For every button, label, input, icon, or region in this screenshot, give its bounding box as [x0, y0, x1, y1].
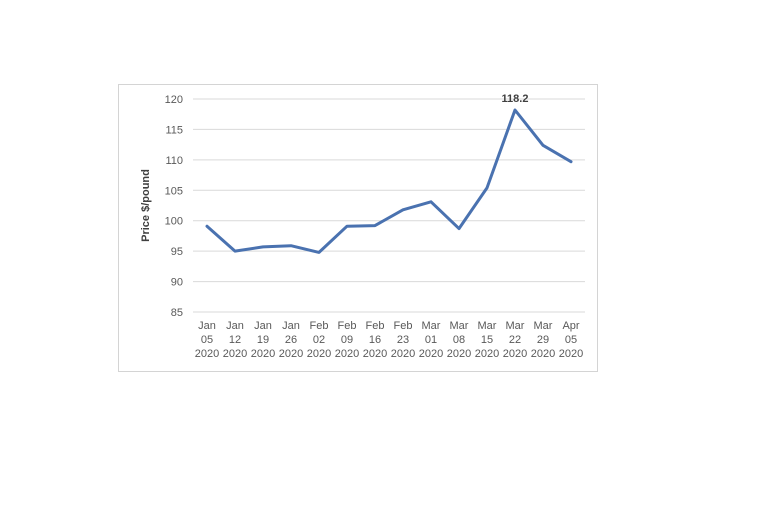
x-tick-label-line: 2020 [531, 348, 555, 360]
y-tick-label: 85 [171, 307, 183, 319]
data-point [289, 244, 293, 247]
x-tick-label-line: 2020 [503, 348, 527, 360]
data-point [345, 224, 349, 228]
y-axis-ticks: 85 90 95 100 105 110 115 120 [165, 94, 183, 319]
x-tick-label: Feb 23 2020 [391, 320, 415, 360]
data-point [401, 208, 405, 211]
x-tick-label-line: 02 [313, 334, 325, 346]
data-labels: 118.2 [502, 93, 529, 105]
x-tick-label-line: Feb [310, 320, 329, 332]
x-tick-label-line: 05 [201, 334, 213, 346]
x-tick-label-line: 26 [285, 334, 297, 346]
x-tick-label-line: Jan [198, 320, 216, 332]
x-tick-label-line: 2020 [251, 348, 275, 360]
x-tick-label-line: 12 [229, 334, 241, 346]
x-tick-label-line: 08 [453, 334, 465, 346]
x-tick-label-line: 01 [425, 334, 437, 346]
x-tick-label: Jan 19 2020 [251, 320, 275, 360]
x-tick-label: Mar 22 2020 [503, 320, 527, 360]
x-tick-label-line: 09 [341, 334, 353, 346]
data-point [485, 186, 489, 190]
line-chart: 85 90 95 100 105 110 115 120 Jan 05 2020 Jan 12 2020… [140, 93, 585, 360]
x-tick-label-line: Feb [366, 320, 385, 332]
x-tick-label-line: 2020 [559, 348, 583, 360]
x-tick-label-line: Jan [282, 320, 300, 332]
x-tick-label-line: 23 [397, 334, 409, 346]
data-point [541, 144, 545, 147]
data-point [233, 249, 237, 253]
y-tick-label: 120 [165, 94, 183, 106]
x-tick-label-line: 2020 [195, 348, 219, 360]
x-tick-label-line: 05 [565, 334, 577, 346]
x-tick-label-line: 2020 [335, 348, 359, 360]
x-tick-label-line: Mar [450, 320, 469, 332]
x-tick-label-line: 29 [537, 334, 549, 346]
series-layer [205, 108, 573, 254]
y-tick-label: 100 [165, 216, 183, 228]
data-point [457, 227, 461, 230]
x-tick-label-line: Apr [562, 320, 579, 332]
data-point [317, 251, 321, 254]
x-tick-label-line: 22 [509, 334, 521, 346]
data-point [205, 224, 209, 228]
y-tick-label: 115 [165, 124, 183, 136]
y-tick-label: 95 [171, 246, 183, 258]
x-tick-label: Jan 05 2020 [195, 320, 219, 360]
chart-container: 85 90 95 100 105 110 115 120 Jan 05 2020 Jan 12 2020… [118, 84, 598, 372]
x-tick-label-line: 2020 [475, 348, 499, 360]
x-tick-label: Jan 12 2020 [223, 320, 247, 360]
gridlines [193, 98, 585, 313]
y-axis-title: Price $/pound [140, 169, 152, 242]
x-tick-label: Feb 09 2020 [335, 320, 359, 360]
x-tick-label-line: 19 [257, 334, 269, 346]
x-tick-label-line: 2020 [391, 348, 415, 360]
x-axis-ticks: Jan 05 2020 Jan 12 2020 Jan 19 2020 Jan 26 2020 Feb 0… [195, 320, 583, 360]
data-point [261, 245, 265, 249]
x-tick-label-line: Jan [254, 320, 272, 332]
x-tick-label: Jan 26 2020 [279, 320, 303, 360]
x-tick-label-line: Mar [534, 320, 553, 332]
x-tick-label-line: 2020 [307, 348, 331, 360]
series-line [205, 108, 573, 254]
x-tick-label-line: Feb [338, 320, 357, 332]
x-tick-label-line: Jan [226, 320, 244, 332]
data-point [429, 200, 433, 204]
x-tick-label-line: 2020 [223, 348, 247, 360]
x-tick-label-line: 2020 [363, 348, 387, 360]
x-tick-label-line: 16 [369, 334, 381, 346]
x-tick-label-line: Mar [506, 320, 525, 332]
x-tick-label-line: 2020 [447, 348, 471, 360]
x-tick-label-line: Feb [394, 320, 413, 332]
y-tick-label: 110 [165, 155, 183, 167]
data-label: 118.2 [502, 93, 529, 105]
x-tick-label-line: 15 [481, 334, 493, 346]
x-tick-label: Apr 05 2020 [559, 320, 583, 360]
x-tick-label: Feb 02 2020 [307, 320, 331, 360]
x-tick-label: Mar 15 2020 [475, 320, 499, 360]
data-point [373, 224, 377, 227]
x-tick-label: Mar 29 2020 [531, 320, 555, 360]
x-tick-label-line: Mar [422, 320, 441, 332]
x-tick-label-line: 2020 [419, 348, 443, 360]
y-tick-label: 105 [165, 185, 183, 197]
x-tick-label: Feb 16 2020 [363, 320, 387, 360]
y-tick-label: 90 [171, 277, 183, 289]
x-tick-label-line: 2020 [279, 348, 303, 360]
x-tick-label: Mar 01 2020 [419, 320, 443, 360]
data-point [569, 160, 573, 163]
data-point [513, 108, 517, 112]
x-tick-label: Mar 08 2020 [447, 320, 471, 360]
x-tick-label-line: Mar [478, 320, 497, 332]
